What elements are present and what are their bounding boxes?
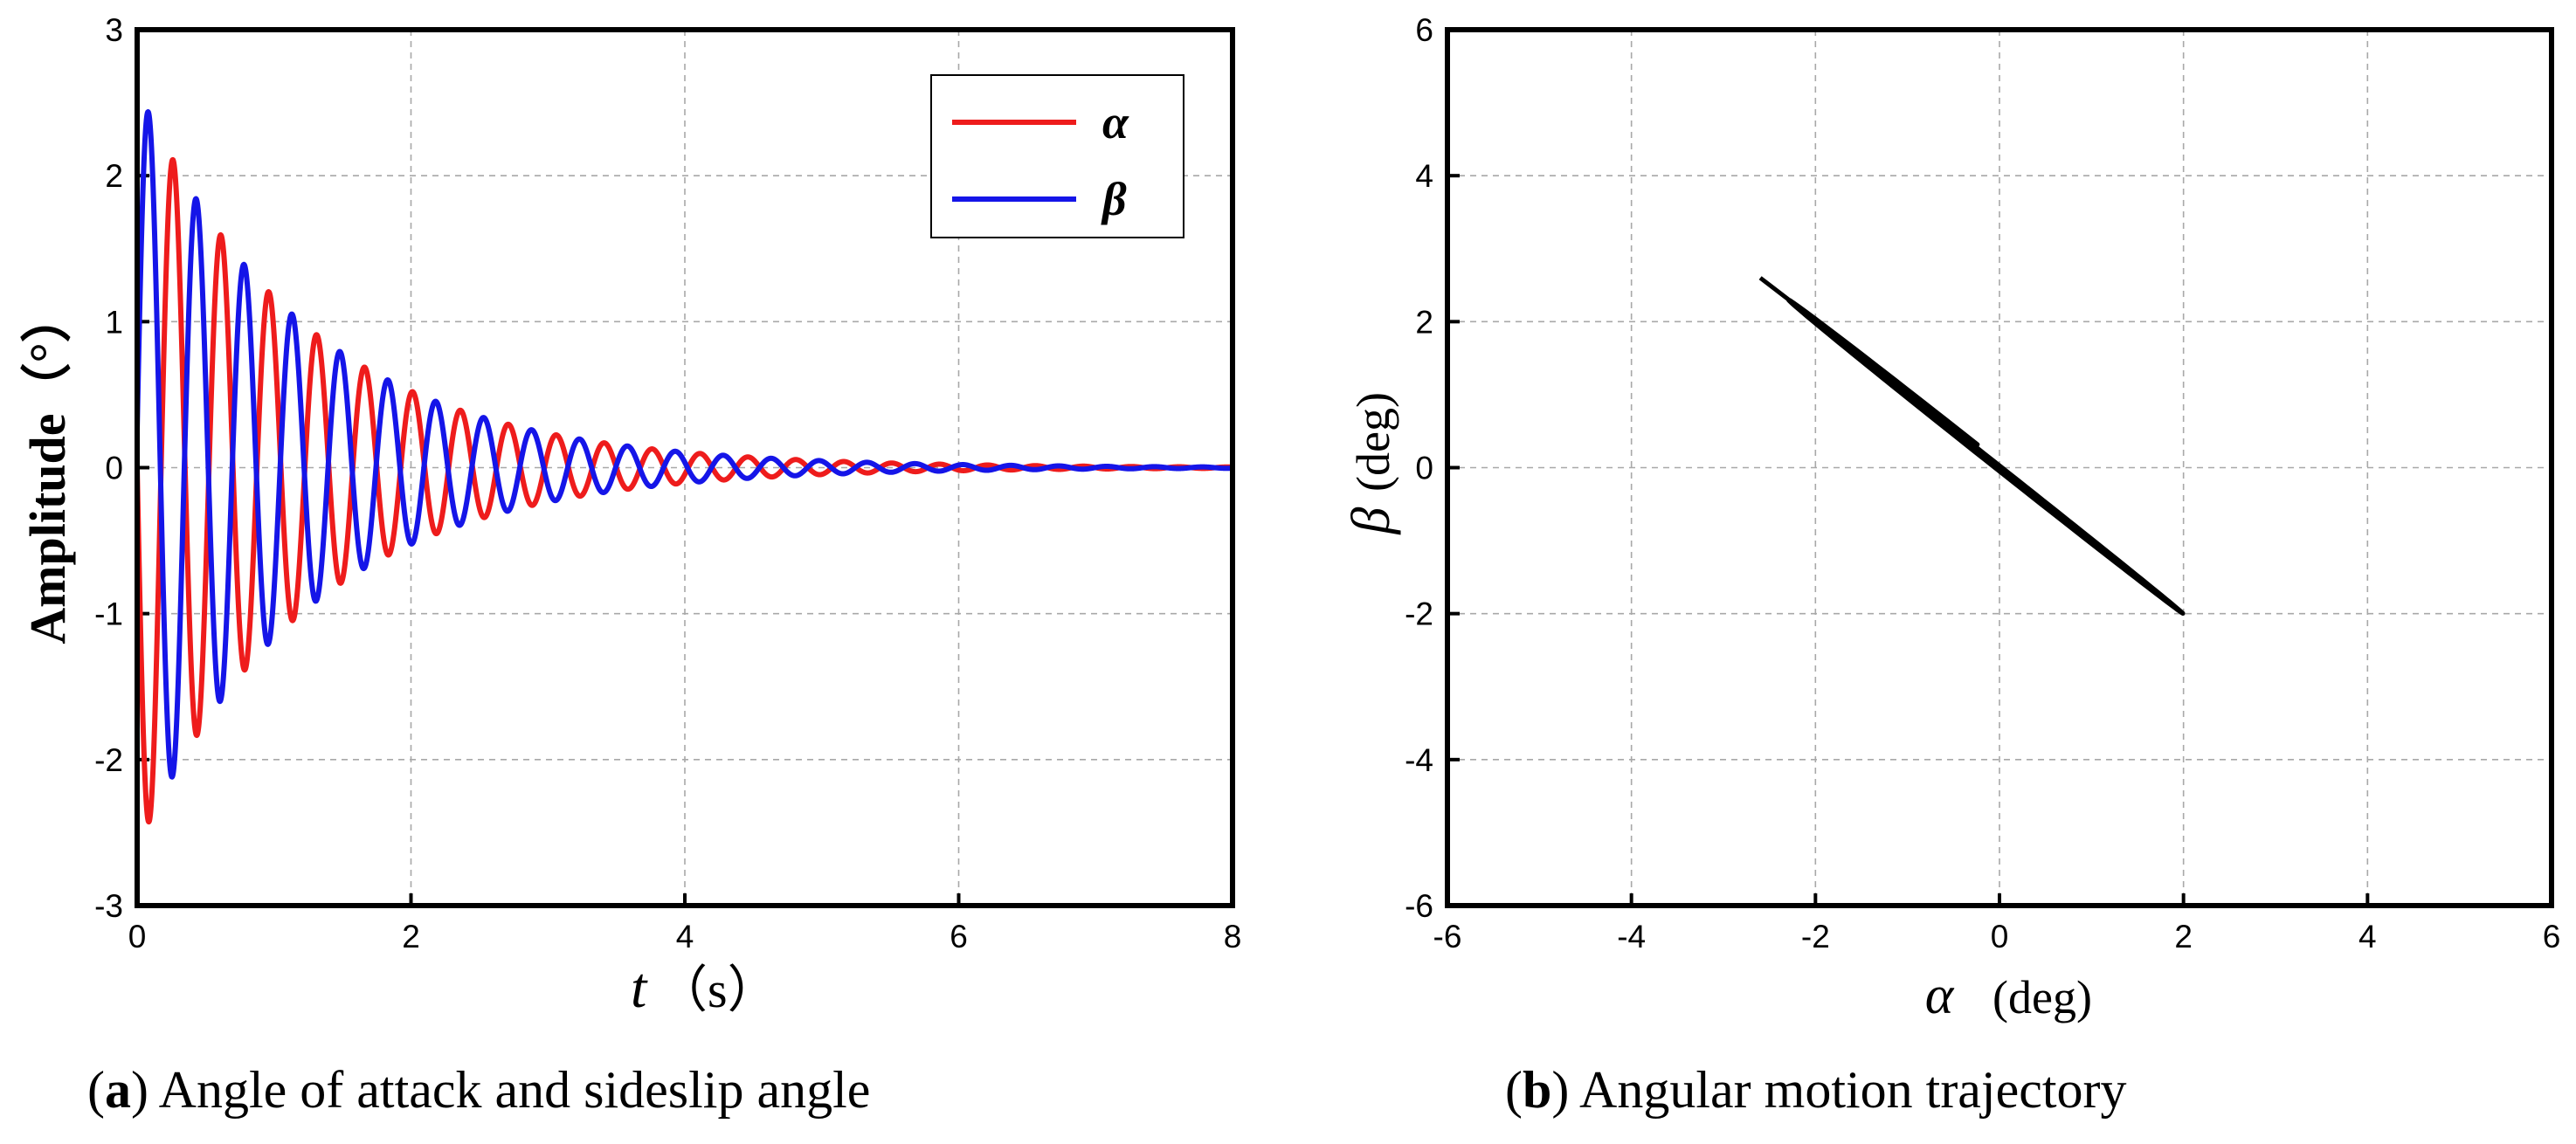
panel-b-tick-label-x: 4 — [2358, 919, 2377, 954]
y-axis-label-a: Amplitude（°） — [19, 292, 76, 644]
panel-b-tick-label-y: 4 — [1415, 158, 1433, 194]
panel-b-tick-labels: -6 -4 -2 0 2 4 6 -6 -4 -2 0 2 4 6 — [1405, 12, 2560, 954]
panel-a-tick-label-x: 4 — [676, 919, 694, 954]
panel-b-grid — [1447, 30, 2552, 906]
x-axis-symbol-b: α — [1925, 966, 1955, 1025]
panel-a-tick-label-y: 3 — [105, 12, 123, 48]
legend-box — [930, 74, 1184, 238]
panel-a-grid — [137, 30, 1233, 906]
y-axis-symbol-b: β — [1342, 507, 1401, 534]
panel-a-tick-label-y: -3 — [94, 888, 123, 924]
panel-a-tick-label-y: 0 — [105, 451, 123, 486]
series-line-trajectory — [1758, 276, 2186, 617]
panel-a-tick-label-x: 0 — [128, 919, 147, 954]
legend: α β — [930, 74, 1184, 238]
caption-a-text: Angle of attack and sideslip angle — [159, 1061, 871, 1119]
x-axis-symbol-a: t — [631, 956, 648, 1020]
panel-b-frame — [1445, 27, 2554, 908]
panel-b-tick-label-y: -4 — [1405, 742, 1433, 778]
panel-b-tick-label-y: 0 — [1415, 451, 1433, 486]
panel-a-tick-label-y: -2 — [94, 742, 123, 778]
panel-b-tick-label-x: 6 — [2543, 919, 2561, 954]
caption-a: (a) Angle of attack and sideslip angle — [87, 1061, 870, 1119]
caption-b: (b) Angular motion trajectory — [1505, 1061, 2127, 1119]
panel-b-tick-label-x: 0 — [1991, 919, 2009, 954]
panel-a-tick-label-y: -1 — [94, 596, 123, 632]
y-axis-unit-b: (deg) — [1347, 392, 1399, 492]
panel-b-tick-label-y: 2 — [1415, 304, 1433, 340]
panel-a-tick-label-x: 8 — [1224, 919, 1242, 954]
x-axis-unit-a: （s） — [657, 961, 778, 1018]
panel-a: 0 2 4 6 8 -3 -2 -1 0 1 2 3 α β Amplitude（°） t （s） (… — [19, 12, 1241, 1119]
panel-b-tick-label-y: -2 — [1405, 596, 1433, 632]
panel-a-frame — [135, 27, 1235, 908]
panel-b: -6 -4 -2 0 2 4 6 -6 -4 -2 0 2 4 6 β (deg) α (deg) (b)… — [1342, 12, 2560, 1119]
caption-b-label: b — [1523, 1061, 1551, 1119]
panel-a-tick-label-x: 2 — [402, 919, 420, 954]
x-axis-unit-b: (deg) — [1992, 971, 2092, 1023]
series-line-beta — [135, 109, 1235, 780]
panel-b-tick-label-y: -6 — [1405, 888, 1433, 924]
panel-a-tick-label-y: 1 — [105, 304, 123, 340]
caption-b-text: Angular motion trajectory — [1579, 1061, 2126, 1119]
legend-label-alpha: α — [1102, 96, 1129, 148]
panel-a-tick-label-x: 6 — [950, 919, 968, 954]
panel-b-tick-label-x: 2 — [2174, 919, 2193, 954]
y-axis-label-b: β (deg) — [1342, 392, 1401, 534]
panel-b-tick-label-x: -6 — [1433, 919, 1462, 954]
panel-b-tick-label-y: 6 — [1415, 12, 1433, 48]
panel-b-tick-label-x: -2 — [1801, 919, 1830, 954]
panel-a-tick-label-y: 2 — [105, 158, 123, 194]
caption-a-label: a — [105, 1061, 131, 1119]
panel-a-tick-labels: 0 2 4 6 8 -3 -2 -1 0 1 2 3 — [94, 12, 1241, 954]
panel-b-tick-label-x: -4 — [1617, 919, 1646, 954]
legend-label-beta: β — [1101, 173, 1127, 225]
